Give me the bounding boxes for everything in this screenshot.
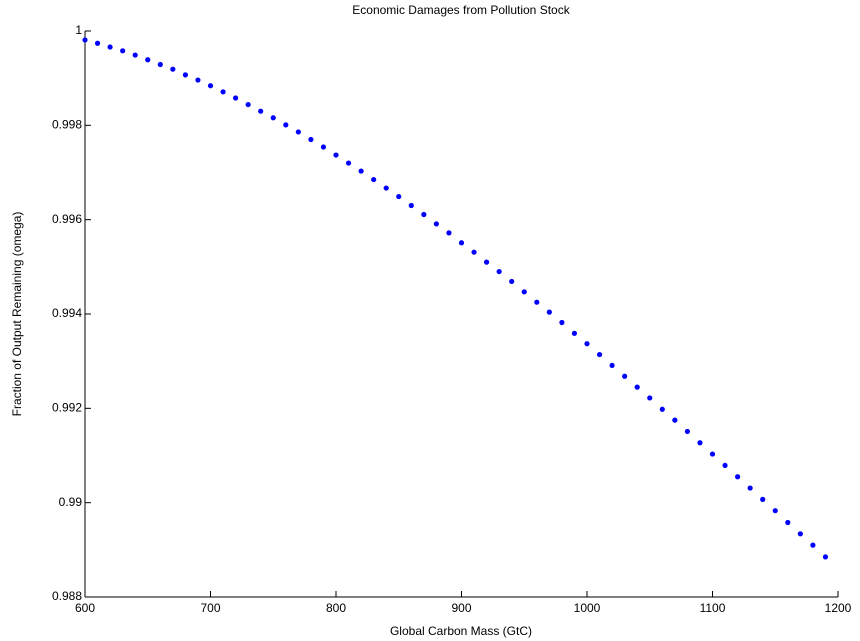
- point: [371, 176, 377, 183]
- point: [145, 57, 151, 63]
- point: [822, 554, 829, 560]
- point: [283, 122, 289, 128]
- point: [220, 89, 226, 95]
- x-tick-label: 600: [75, 601, 95, 615]
- point: [709, 451, 716, 457]
- y-tick-label: 0.996: [52, 212, 82, 226]
- point: [182, 72, 188, 78]
- point: [697, 440, 703, 446]
- point: [810, 542, 816, 548]
- point: [421, 211, 427, 218]
- point: [433, 221, 439, 227]
- point: [207, 83, 214, 89]
- point: [233, 95, 239, 101]
- y-tick-label: 0.992: [52, 401, 82, 415]
- point: [772, 508, 778, 514]
- point: [107, 44, 113, 50]
- y-tick-label: 0.994: [52, 306, 82, 320]
- chart-title: Economic Damages from Pollution Stock: [352, 3, 570, 17]
- point: [170, 66, 176, 72]
- point: [634, 384, 640, 390]
- point: [258, 108, 264, 114]
- point: [785, 519, 791, 526]
- point: [396, 193, 402, 200]
- point: [797, 531, 803, 537]
- point: [82, 37, 88, 43]
- point: [659, 406, 665, 412]
- point: [747, 485, 753, 491]
- point: [722, 462, 728, 469]
- point: [559, 319, 565, 326]
- point: [458, 240, 465, 246]
- point: [308, 136, 314, 143]
- x-axis-label: Global Carbon Mass (GtC): [390, 624, 532, 638]
- x-tick-label: 1200: [825, 601, 852, 615]
- point: [672, 417, 678, 423]
- point: [534, 299, 540, 305]
- point: [270, 115, 276, 121]
- point: [684, 428, 691, 435]
- x-tick-label: 900: [451, 601, 471, 615]
- point: [320, 144, 327, 150]
- x-tick-label: 1100: [700, 601, 726, 615]
- point: [132, 52, 138, 58]
- point: [496, 268, 502, 275]
- point: [546, 309, 552, 315]
- point: [484, 259, 490, 265]
- point: [521, 289, 527, 295]
- y-tick-label: 1: [75, 23, 82, 37]
- y-tick-label: 0.998: [52, 118, 82, 132]
- point: [735, 474, 741, 480]
- point: [157, 61, 163, 68]
- point: [596, 351, 603, 358]
- point: [195, 77, 201, 83]
- point: [383, 185, 389, 191]
- point: [446, 230, 452, 236]
- y-axis-label: Fraction of Output Remaining (omega): [10, 212, 24, 417]
- point: [295, 129, 301, 135]
- point: [245, 101, 251, 108]
- point: [120, 48, 126, 54]
- point: [584, 341, 590, 347]
- y-tick-label: 0.99: [59, 495, 83, 509]
- point: [345, 160, 352, 166]
- point: [509, 278, 515, 285]
- x-tick-label: 700: [200, 601, 220, 615]
- point: [609, 362, 615, 369]
- point: [333, 152, 339, 158]
- x-tick-label: 1000: [574, 601, 601, 615]
- point: [471, 249, 477, 255]
- point: [647, 395, 653, 401]
- point: [571, 330, 578, 336]
- point: [94, 40, 101, 46]
- y-tick-label: 0.988: [52, 589, 82, 603]
- x-tick-label: 800: [326, 601, 346, 615]
- point: [358, 168, 364, 174]
- point: [408, 202, 414, 209]
- point: [622, 373, 628, 379]
- point: [760, 496, 766, 502]
